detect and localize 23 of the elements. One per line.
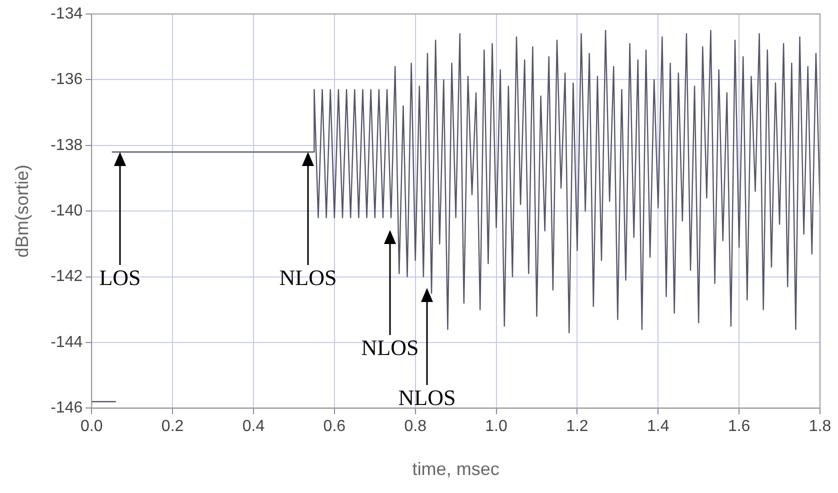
x-tick-label: 1.0 <box>485 418 508 436</box>
y-tick-label: -144 <box>50 334 83 351</box>
x-tick-label: 0.4 <box>242 418 265 436</box>
x-tick-label: 0.0 <box>80 418 103 436</box>
y-tick-label: -142 <box>50 268 83 286</box>
x-tick-label: 1.6 <box>728 418 750 436</box>
x-tick-label: 0.8 <box>404 418 427 436</box>
x-axis-title: time, msec <box>412 459 500 480</box>
annotation: NLOS <box>398 385 456 410</box>
annotation: NLOS <box>279 265 337 290</box>
y-tick-label: -146 <box>50 400 83 417</box>
x-tick-label: 0.2 <box>161 418 184 436</box>
y-tick-label: -134 <box>50 5 83 22</box>
y-tick-label: -138 <box>50 136 83 154</box>
x-tick-label: 1.4 <box>647 418 670 436</box>
x-tick-label: 1.8 <box>808 418 832 436</box>
y-axis-title: dBm(sortie) <box>12 164 32 258</box>
x-tick-label: 0.6 <box>323 418 346 436</box>
annotation: LOS <box>99 265 141 290</box>
y-tick-label: -140 <box>50 202 83 220</box>
y-tick-label: -136 <box>50 71 83 88</box>
x-tick-label: 1.2 <box>566 418 588 436</box>
annotation: NLOS <box>361 335 419 360</box>
